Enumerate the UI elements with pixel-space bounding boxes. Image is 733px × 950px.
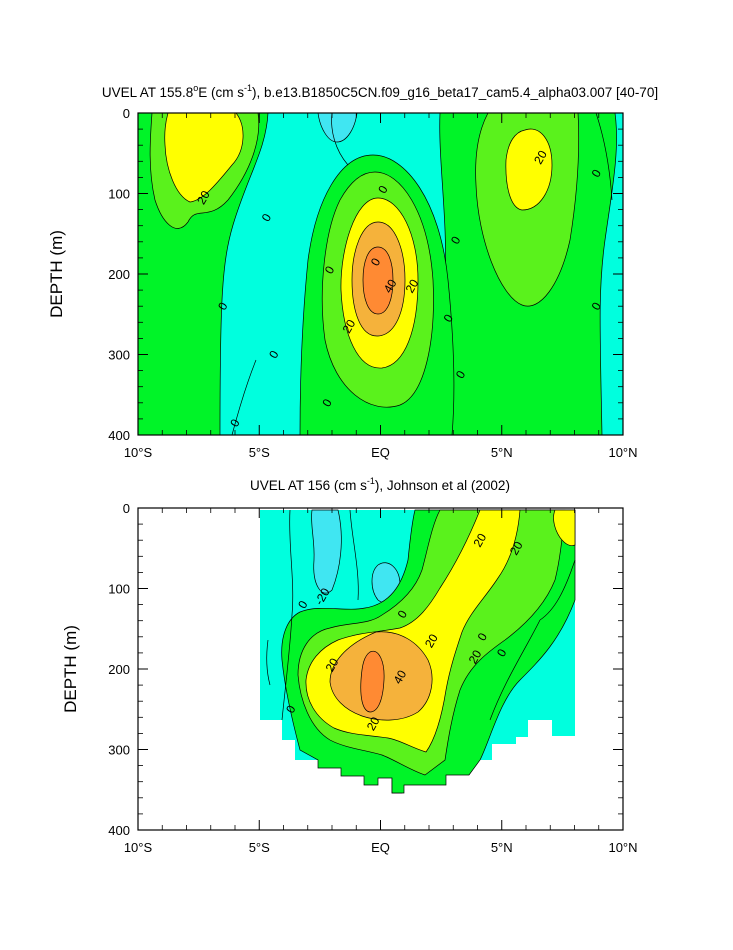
contour-label: 20 bbox=[531, 148, 550, 167]
ylabel: DEPTH (m) bbox=[47, 230, 66, 318]
x-tick-label: 10°N bbox=[608, 840, 637, 855]
band-neg20 bbox=[317, 113, 358, 143]
axes-top: 10°S 5°S EQ 5°N 10°N 0 100 200 300 400 bbox=[108, 106, 637, 460]
contour-label: 20 bbox=[194, 188, 213, 207]
panel-model: UVEL AT 155.8oE (cm s-1), b.e13.B1850C5C… bbox=[47, 83, 658, 460]
x-tick-label: 10°S bbox=[124, 840, 153, 855]
contour-line bbox=[266, 639, 271, 686]
y-tick-label: 100 bbox=[108, 582, 130, 597]
contour-label: 40 bbox=[390, 667, 409, 686]
y-tick-label: 0 bbox=[123, 501, 130, 516]
band-pos40 bbox=[553, 509, 576, 546]
contour-line bbox=[231, 359, 257, 435]
x-tick-label: 5°S bbox=[249, 840, 270, 855]
contour-label: 20 bbox=[471, 531, 490, 550]
ylabel: DEPTH (m) bbox=[61, 625, 80, 713]
euc-band-80 bbox=[362, 246, 394, 315]
panel-title: UVEL AT 155.8oE (cm s-1), b.e13.B1850C5C… bbox=[102, 83, 658, 100]
y-tick-label: 300 bbox=[108, 743, 130, 758]
band-pos40-left bbox=[164, 113, 244, 203]
y-tick-label: 400 bbox=[108, 823, 130, 838]
y-tick-label: 400 bbox=[108, 428, 130, 443]
band-neg20 bbox=[311, 509, 342, 594]
contour-line bbox=[349, 509, 359, 601]
panel-observation: UVEL AT 156 (cm s-1), Johnson et al (200… bbox=[61, 476, 638, 855]
axes-bottom: 10°S 5°S EQ 5°N 10°N 0 100 200 300 400 bbox=[108, 501, 637, 855]
y-tick-label: 100 bbox=[108, 187, 130, 202]
band-pos80 bbox=[360, 650, 385, 713]
contour-line bbox=[539, 559, 576, 621]
contour-field-top bbox=[138, 113, 623, 435]
contour-label: 20 bbox=[422, 631, 441, 650]
contour-line bbox=[595, 113, 613, 201]
y-tick-label: 200 bbox=[108, 267, 130, 282]
x-tick-label: EQ bbox=[371, 840, 390, 855]
x-tick-label: 5°N bbox=[491, 445, 513, 460]
panel-title: UVEL AT 156 (cm s-1), Johnson et al (200… bbox=[250, 476, 510, 493]
y-tick-label: 0 bbox=[123, 106, 130, 121]
contour-field-bottom bbox=[260, 509, 576, 794]
contour-label: 20 bbox=[507, 539, 526, 558]
x-tick-label: 10°N bbox=[608, 445, 637, 460]
contour-label: 20 bbox=[466, 647, 485, 666]
contour-label: 20 bbox=[340, 317, 359, 336]
x-tick-label: 10°S bbox=[124, 445, 153, 460]
y-tick-label: 200 bbox=[108, 662, 130, 677]
x-tick-label: 5°N bbox=[491, 840, 513, 855]
contour-label: 40 bbox=[381, 277, 400, 296]
contour-label: 20 bbox=[403, 277, 422, 296]
contour-label: 20 bbox=[364, 714, 383, 733]
x-tick-label: EQ bbox=[371, 445, 390, 460]
band-pos40-right bbox=[505, 128, 553, 211]
y-tick-label: 300 bbox=[108, 348, 130, 363]
contour-label: 20 bbox=[323, 655, 342, 674]
x-tick-label: 5°S bbox=[249, 445, 270, 460]
contour-line bbox=[489, 619, 541, 721]
contour-line bbox=[281, 509, 294, 721]
